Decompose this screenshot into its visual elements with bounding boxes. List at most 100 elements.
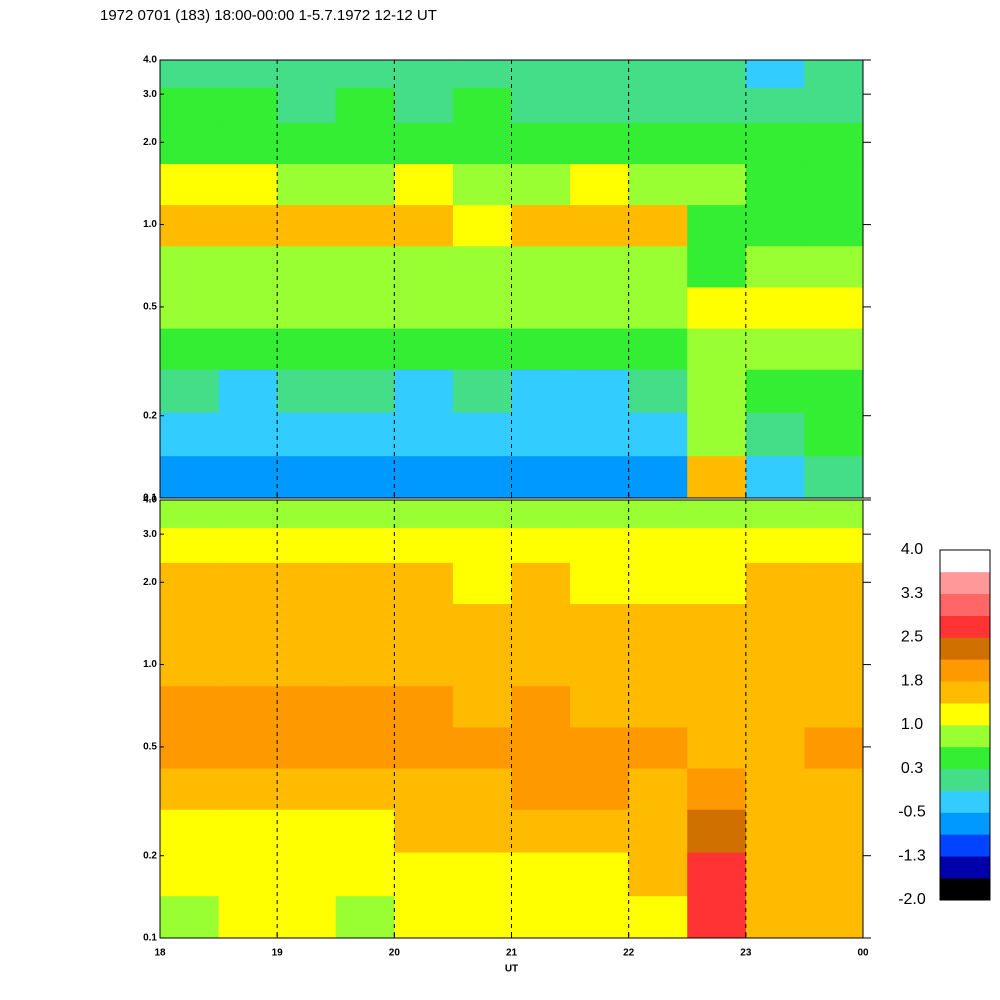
- y-tick-label: 3.0: [143, 89, 157, 100]
- heat-cell: [218, 562, 278, 604]
- heat-cell: [452, 895, 512, 939]
- heat-cell: [335, 328, 395, 370]
- x-tick-label: 18: [154, 948, 166, 959]
- heat-cell: [160, 369, 220, 413]
- heat-cell: [218, 852, 278, 897]
- heat-cell: [335, 455, 395, 499]
- heat-cell: [570, 87, 630, 123]
- heat-cell: [804, 768, 864, 810]
- heat-cell: [218, 412, 278, 457]
- heat-cell: [570, 60, 630, 88]
- colorbar-swatch: [940, 571, 990, 595]
- heat-cell: [335, 369, 395, 413]
- heat-cell: [335, 245, 395, 288]
- heat-cell: [570, 204, 630, 247]
- heat-cell: [277, 500, 337, 528]
- heat-cell: [452, 204, 512, 247]
- y-tick-label: 1.0: [143, 659, 157, 670]
- heat-cell: [687, 455, 747, 499]
- colorbar-swatch: [940, 725, 990, 748]
- heat-cell: [511, 685, 571, 728]
- heat-cell: [570, 809, 630, 853]
- heat-cell: [335, 122, 395, 164]
- heat-cell: [335, 809, 395, 853]
- colorbar-swatch: [940, 790, 990, 813]
- heat-cell: [570, 895, 630, 939]
- y-tick-label: 0.5: [143, 302, 157, 313]
- heat-cell: [511, 455, 571, 499]
- heat-cell: [218, 328, 278, 370]
- heat-cell: [335, 60, 395, 88]
- heat-cell: [452, 122, 512, 164]
- heat-cell: [804, 644, 864, 687]
- y-tick-label: 4.0: [143, 55, 157, 66]
- heat-cell: [218, 369, 278, 413]
- y-tick-label: 0.5: [143, 742, 157, 753]
- heat-cell: [394, 562, 454, 604]
- chart-title: 1972 0701 (183) 18:00-00:00 1-5.7.1972 1…: [100, 7, 437, 24]
- heat-cell: [160, 768, 220, 810]
- heat-cell: [804, 455, 864, 499]
- colorbar-label: 0.3: [901, 760, 923, 777]
- heat-cell: [394, 163, 454, 206]
- heat-cell: [745, 204, 805, 247]
- heat-cell: [570, 852, 630, 897]
- heat-cell: [160, 60, 220, 88]
- y-tick-label: 0.2: [143, 850, 157, 861]
- heat-cell: [570, 328, 630, 370]
- y-tick-label: 3.0: [143, 529, 157, 540]
- heat-cell: [511, 644, 571, 687]
- y-tick-label: 4.0: [143, 495, 157, 506]
- heat-cell: [218, 87, 278, 123]
- heat-cell: [160, 644, 220, 687]
- heat-cell: [570, 245, 630, 288]
- heat-cell: [511, 87, 571, 123]
- heat-cell: [570, 369, 630, 413]
- heat-cell: [687, 412, 747, 457]
- heat-cell: [335, 644, 395, 687]
- heat-cell: [335, 895, 395, 939]
- heat-cell: [160, 852, 220, 897]
- heat-cell: [394, 369, 454, 413]
- heat-cell: [745, 726, 805, 769]
- colorbar-swatch: [940, 550, 990, 573]
- heat-cell: [511, 286, 571, 329]
- colorbar-swatch: [940, 703, 990, 726]
- heat-cell: [804, 809, 864, 853]
- heat-cell: [394, 204, 454, 247]
- heat-cell: [277, 122, 337, 164]
- colorbar-swatch: [940, 746, 990, 770]
- heat-cell: [452, 852, 512, 897]
- heat-cell: [511, 768, 571, 810]
- colorbar-swatch: [940, 615, 990, 638]
- heat-cell: [452, 726, 512, 769]
- heat-cell: [277, 852, 337, 897]
- colorbar-label: 4.0: [901, 541, 923, 558]
- heat-cell: [570, 122, 630, 164]
- heat-cell: [687, 286, 747, 329]
- heat-cell: [218, 245, 278, 288]
- y-tick-label: 0.1: [143, 493, 157, 504]
- heat-cell: [335, 527, 395, 563]
- heat-cell: [687, 726, 747, 769]
- heat-cell: [394, 809, 454, 853]
- heat-cell: [218, 726, 278, 769]
- heat-cell: [628, 527, 688, 563]
- heat-cell: [687, 87, 747, 123]
- heat-cell: [687, 369, 747, 413]
- heat-cell: [628, 87, 688, 123]
- heat-cell: [804, 122, 864, 164]
- heat-cell: [804, 527, 864, 563]
- heat-cell: [394, 412, 454, 457]
- heat-cell: [570, 726, 630, 769]
- heat-cell: [335, 768, 395, 810]
- heat-cell: [628, 245, 688, 288]
- y-tick-label: 2.0: [143, 577, 157, 588]
- heat-cell: [160, 286, 220, 329]
- heat-cell: [452, 527, 512, 563]
- heat-cell: [160, 122, 220, 164]
- heat-cell: [452, 455, 512, 499]
- heat-cell: [452, 603, 512, 646]
